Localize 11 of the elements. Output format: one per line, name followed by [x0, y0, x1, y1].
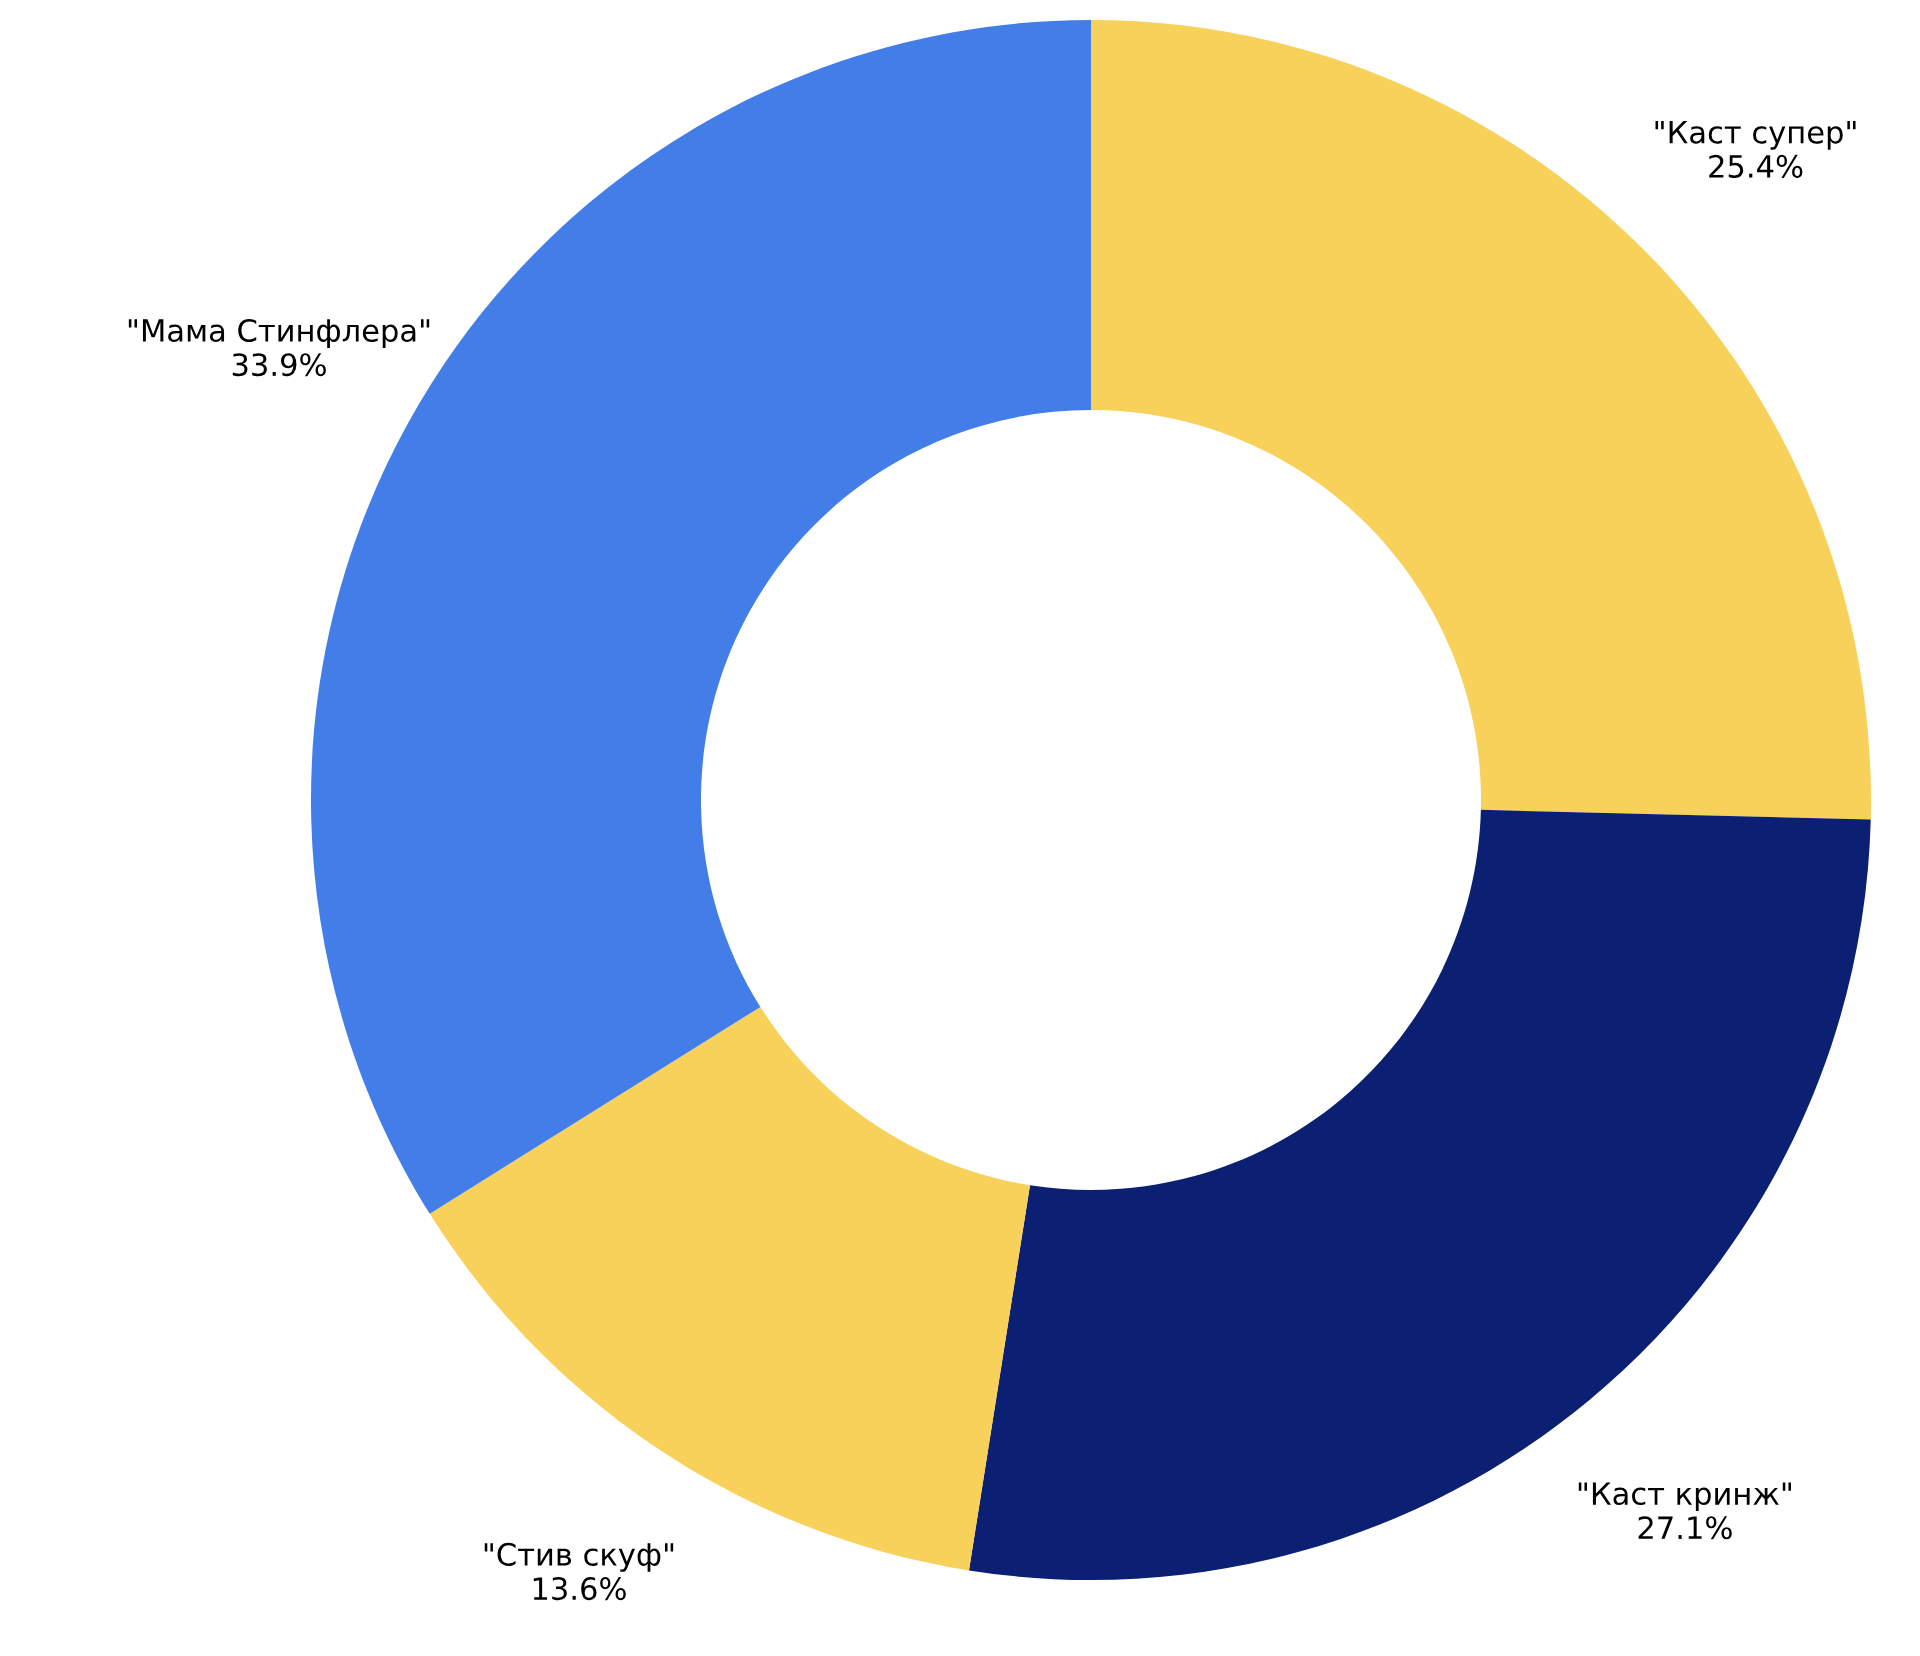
data-label: 25.4%: [1709, 154, 1803, 178]
slice-label: "Стив скуф": [484, 1542, 674, 1572]
data-label: 13.6%: [533, 1577, 626, 1601]
donut-slice: [429, 1006, 1030, 1571]
donut-slice: [968, 809, 1871, 1580]
slice-label: "Каст кринж": [1578, 1482, 1791, 1512]
slice-label: "Каст супер": [1655, 121, 1856, 150]
donut-slice: [1091, 20, 1871, 820]
data-label: 27.1%: [1638, 1516, 1732, 1540]
slice-label: "Мама Стинфлера": [128, 318, 430, 348]
data-label: 33.9%: [232, 353, 326, 377]
